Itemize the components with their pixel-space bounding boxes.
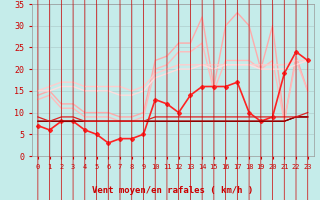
X-axis label: Vent moyen/en rafales ( km/h ): Vent moyen/en rafales ( km/h )	[92, 186, 253, 195]
